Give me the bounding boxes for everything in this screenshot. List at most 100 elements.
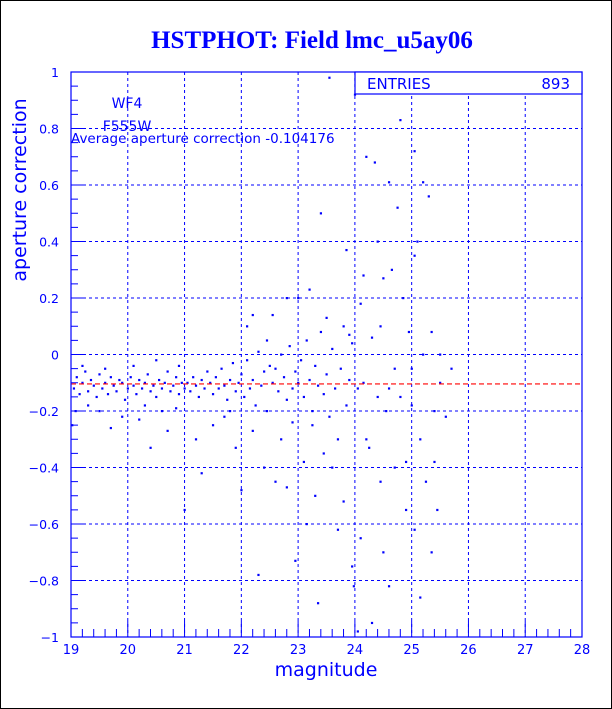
data-point [294,370,297,373]
data-point [399,395,402,399]
data-point [246,325,249,328]
data-point [314,494,317,497]
data-point [89,378,93,382]
chip-label: WF4 [112,96,143,112]
data-point [404,508,408,512]
data-point [370,621,374,625]
data-point [126,387,129,390]
data-point [299,359,303,362]
data-point [251,429,254,432]
data-point [92,384,95,387]
data-point [328,415,331,418]
data-point [362,381,365,384]
data-point [413,150,416,153]
data-point [419,438,422,441]
data-point [294,559,297,562]
data-point [87,404,90,407]
data-point [223,415,226,418]
data-point [319,330,323,334]
data-point [351,565,354,568]
data-point [160,387,164,390]
y-tick-label: −0.2 [29,404,59,419]
data-point [101,387,104,390]
data-point [231,361,235,365]
data-point [433,460,436,464]
data-point [413,528,416,531]
data-point [331,347,334,351]
data-point [376,395,379,399]
data-point [351,342,354,345]
data-point [444,415,447,418]
data-point [140,387,144,390]
data-point [274,367,277,370]
data-point [183,387,186,390]
data-point [72,387,76,390]
data-point [248,387,252,390]
data-point [146,373,149,376]
grid [71,72,582,637]
data-point [336,438,340,441]
data-point [135,393,138,396]
data-point [336,528,340,531]
data-point [419,596,422,599]
x-tick-label: 23 [290,643,307,658]
data-point [274,480,277,483]
data-point [342,325,345,328]
y-tick-label: 0.2 [39,291,59,306]
data-point [271,381,274,384]
data-point [121,381,124,384]
data-point [87,390,90,393]
data-point [200,378,203,382]
data-point [345,248,348,252]
data-point [175,407,178,410]
data-point [121,415,124,418]
data-point [143,381,147,384]
data-point [356,387,359,390]
data-point [356,630,359,633]
data-point [183,508,186,512]
data-point [246,359,249,362]
data-point [316,602,320,605]
data-point [450,367,453,370]
filter-label: F555W [103,119,152,135]
data-point [158,378,161,382]
data-point [277,390,280,393]
entries-label: ENTRIES [367,75,431,93]
y-tick-label: 0.6 [39,178,59,193]
data-point [129,376,132,379]
data-point [325,316,328,319]
data-point [316,384,320,387]
data-point [291,421,294,424]
data-point [211,424,215,427]
data-point [368,446,371,449]
data-point [399,119,402,122]
data-point [280,353,283,356]
data-point [416,240,419,243]
data-point [237,381,240,384]
data-point [263,370,266,373]
data-point [285,486,288,489]
data-point [228,410,232,413]
data-points [71,76,453,633]
data-point [155,359,158,362]
x-axis-label: magnitude [275,659,378,681]
x-tick-label: 21 [176,643,193,658]
data-point [186,381,189,384]
data-point [138,378,141,382]
data-point [74,410,77,413]
data-point [177,393,181,396]
data-point [393,367,396,370]
data-point [132,364,135,367]
data-point [180,381,183,384]
y-tick-label: −0.4 [29,461,59,476]
data-point [439,381,442,384]
stats-box [354,71,583,95]
data-point [345,404,348,407]
data-point [385,410,388,413]
data-point [243,395,246,399]
data-point [410,367,413,370]
data-point [311,410,314,413]
y-tick-label: −0.6 [29,517,59,532]
data-point [98,410,101,413]
